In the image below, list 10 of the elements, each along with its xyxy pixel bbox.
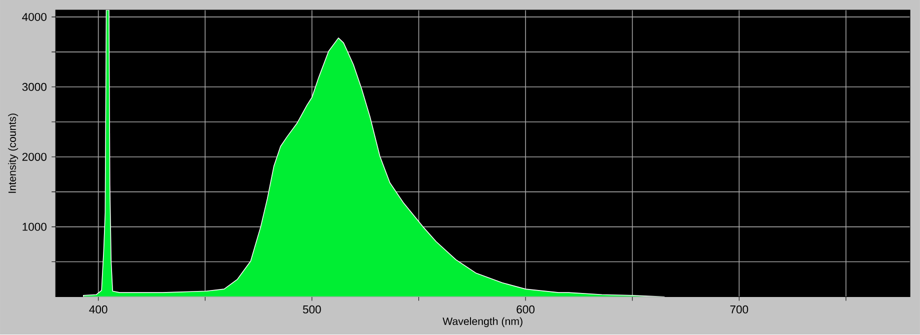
y-axis-title: Intensity (counts) [8, 114, 18, 194]
y-tick-label: 1000 [22, 223, 46, 231]
x-axis-title: Wavelength (nm) [442, 317, 522, 328]
x-tick-label: 600 [516, 306, 535, 314]
x-tick-label: 400 [89, 306, 108, 314]
y-tick-label: 2000 [22, 153, 46, 162]
x-tick-label: 500 [302, 306, 321, 314]
x-tick-label: 700 [730, 306, 748, 314]
y-tick-label: 3000 [22, 83, 46, 92]
y-tick-label: 4000 [22, 13, 46, 22]
